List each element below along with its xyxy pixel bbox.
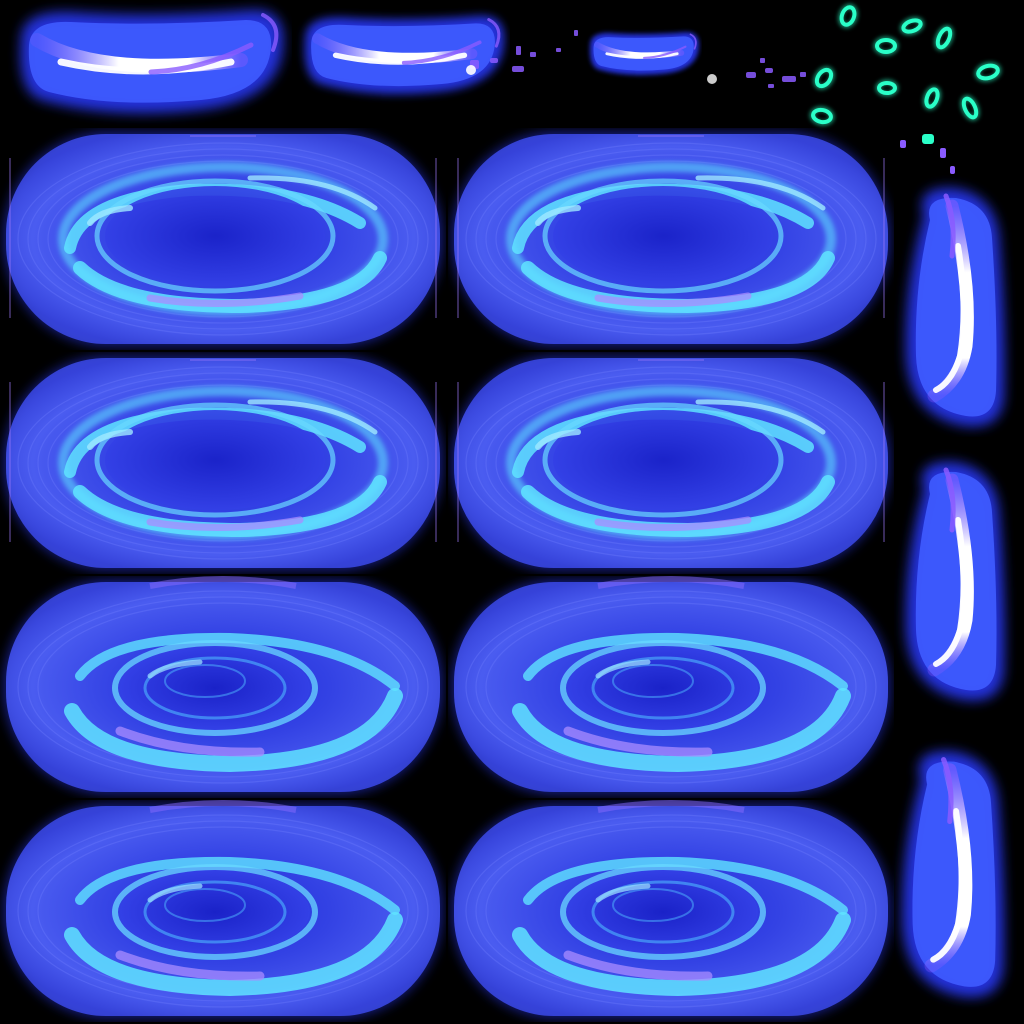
portal-frame-5	[4, 579, 442, 794]
portal-frame-6	[452, 579, 890, 794]
portal-frame-3	[4, 356, 442, 570]
portal-frame-7	[4, 803, 442, 1018]
slash-horizontal-3	[590, 32, 806, 88]
portal-frame-8	[452, 803, 890, 1018]
portal-frame-4	[452, 356, 890, 570]
teal-shard-particles	[810, 4, 1001, 174]
portal-frame-1	[4, 132, 442, 346]
portal-frame-2	[452, 132, 890, 346]
slash-horizontal-2	[305, 16, 578, 94]
slash-horizontal-1	[20, 10, 283, 113]
